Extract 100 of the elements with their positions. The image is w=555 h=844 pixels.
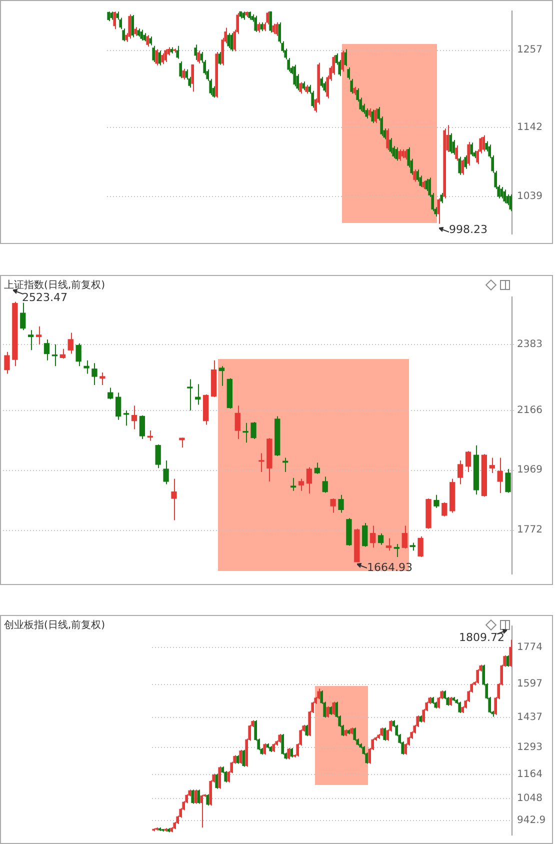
candlestick xyxy=(374,108,377,124)
candlestick xyxy=(323,81,326,93)
y-tick-label: 1597 xyxy=(517,678,542,690)
candlestick xyxy=(131,14,134,38)
candlestick xyxy=(341,50,344,72)
candlestick xyxy=(395,146,398,162)
annotation: 1664.93 xyxy=(367,561,412,574)
candlestick xyxy=(505,468,511,494)
candlestick xyxy=(230,32,233,52)
candlestick xyxy=(254,15,257,32)
candlestick xyxy=(197,50,200,64)
candlestick xyxy=(187,378,193,411)
candlestick xyxy=(257,22,260,33)
candlestick xyxy=(119,17,122,30)
candlestick xyxy=(344,48,347,67)
candlestick xyxy=(455,144,458,162)
candlestick xyxy=(139,414,146,440)
candlestick xyxy=(306,466,312,494)
candlestick xyxy=(314,462,320,474)
candlestick xyxy=(278,22,281,44)
candlestick xyxy=(506,194,509,206)
candlestick xyxy=(509,639,512,668)
candlestick xyxy=(470,142,473,157)
candlestick xyxy=(416,169,419,182)
y-tick-label: 1039 xyxy=(517,190,542,202)
candlestick xyxy=(84,360,90,374)
candlestick xyxy=(122,28,125,42)
candlestick xyxy=(464,154,467,170)
candlestick xyxy=(442,502,448,517)
candlestick xyxy=(269,11,272,33)
candlestick xyxy=(503,189,506,204)
candlestick xyxy=(509,194,512,212)
candlestick xyxy=(152,45,155,63)
y-tick-label: 1437 xyxy=(517,712,542,723)
candlestick xyxy=(108,387,114,400)
candlestick xyxy=(281,40,284,54)
candlestick xyxy=(191,64,194,92)
chart-title: 上证指数(日线,前复权) xyxy=(4,278,105,292)
candlestick xyxy=(461,158,464,176)
candlestick xyxy=(161,52,164,65)
candlestick xyxy=(163,460,169,485)
candlestick xyxy=(36,326,42,345)
y-tick-label: 1164 xyxy=(517,768,542,780)
candlestick xyxy=(362,522,368,548)
candlestick xyxy=(155,444,161,469)
candlestick xyxy=(272,23,275,34)
candlestick xyxy=(330,498,336,514)
candlestick xyxy=(218,51,221,66)
candlestick xyxy=(194,44,197,61)
candlestick xyxy=(489,457,495,474)
candlestick xyxy=(155,48,158,66)
y-tick-label: 1772 xyxy=(517,524,542,536)
candlestick xyxy=(164,48,167,63)
candlestick xyxy=(100,372,106,386)
candlestick xyxy=(298,478,304,492)
y-tick-label: 1969 xyxy=(517,464,542,476)
candlestick xyxy=(287,58,290,72)
candlestick xyxy=(386,538,392,552)
candlestick xyxy=(179,437,185,448)
candlestick xyxy=(371,109,374,124)
candlestick xyxy=(482,134,485,152)
candlestick xyxy=(242,422,248,444)
candlestick xyxy=(250,422,256,440)
y-tick-label: 1774 xyxy=(517,642,542,653)
candlestick xyxy=(465,450,472,473)
candlestick xyxy=(140,29,143,42)
candlestick xyxy=(20,302,26,331)
candlestick xyxy=(458,701,461,714)
candlestick xyxy=(389,137,392,154)
annotation: 2523.47 xyxy=(22,291,68,304)
candlestick xyxy=(76,342,82,367)
candlestick xyxy=(434,494,440,508)
y-tick-label: 2166 xyxy=(517,404,542,416)
candlestick xyxy=(317,688,320,700)
candlestick xyxy=(218,366,225,386)
candlestick xyxy=(370,525,376,548)
candlestick xyxy=(378,532,384,546)
candlestick xyxy=(458,156,461,176)
candlestick xyxy=(290,477,296,492)
candlestick xyxy=(347,66,350,80)
candlestick xyxy=(60,348,66,360)
candlestick xyxy=(146,34,149,48)
candlestick xyxy=(497,457,503,494)
candlestick xyxy=(68,332,74,354)
y-tick-label: 1142 xyxy=(517,122,542,133)
candlestick xyxy=(275,22,278,36)
y-tick-label: 2383 xyxy=(517,338,542,350)
candlestick xyxy=(437,198,440,224)
candlestick xyxy=(182,68,185,80)
candlestick xyxy=(449,132,452,154)
candlestick xyxy=(179,60,182,79)
candlestick xyxy=(266,11,269,25)
candlestick xyxy=(92,362,98,386)
candlestick xyxy=(394,543,400,558)
candlestick xyxy=(322,476,328,494)
y-tick-label: 1048 xyxy=(517,792,542,804)
candlestick xyxy=(4,351,10,374)
candlestick xyxy=(194,789,197,804)
candlestick xyxy=(227,32,230,48)
candlestick xyxy=(413,169,416,182)
